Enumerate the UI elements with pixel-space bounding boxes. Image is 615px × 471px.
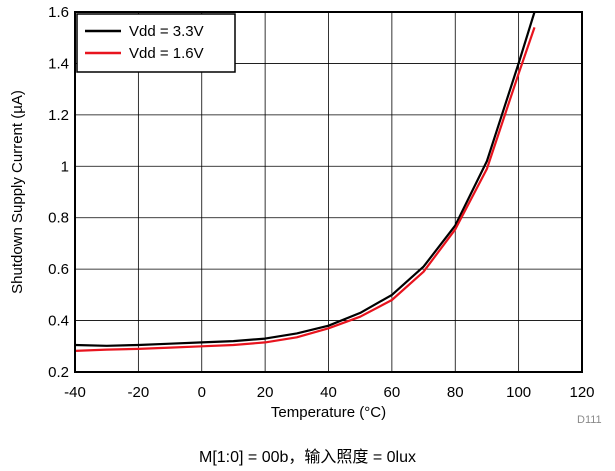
y-tick-label: 1 [61, 158, 69, 175]
legend-label: Vdd = 1.6V [129, 45, 204, 62]
y-tick-labels: 0.2 0.4 0.6 0.8 1 1.2 1.4 1.6 [48, 4, 69, 381]
x-tick-labels: -40 -20 0 20 40 60 80 100 120 [64, 384, 594, 401]
y-tick-label: 1.4 [48, 55, 69, 72]
x-tick-label: -40 [64, 384, 86, 401]
y-tick-label: 1.6 [48, 4, 69, 21]
x-tick-label: 120 [569, 384, 594, 401]
y-tick-label: 0.4 [48, 313, 69, 330]
x-tick-label: 20 [257, 384, 274, 401]
series-line [75, 27, 536, 352]
series-layer [75, 12, 536, 352]
x-tick-label: 40 [320, 384, 337, 401]
y-tick-label: 0.6 [48, 261, 69, 278]
y-tick-label: 0.8 [48, 210, 69, 227]
x-tick-label: 80 [447, 384, 464, 401]
grid-lines [75, 12, 582, 372]
legend-label: Vdd = 3.3V [129, 23, 204, 40]
y-axis-title: Shutdown Supply Current (µA) [9, 90, 26, 294]
x-tick-label: -20 [128, 384, 150, 401]
y-tick-label: 0.2 [48, 364, 69, 381]
legend-box [76, 13, 236, 73]
x-axis-title: Temperature (°C) [271, 404, 386, 421]
x-tick-label: 0 [198, 384, 206, 401]
figure-caption: M[1:0] = 00b，输入照度 = 0lux [199, 449, 416, 466]
legend: Vdd = 3.3V Vdd = 1.6V [76, 13, 236, 73]
series-line [75, 12, 536, 347]
x-tick-label: 60 [384, 384, 401, 401]
figure-id: D111 [577, 414, 602, 426]
plot-frame [74, 11, 583, 373]
x-tick-label: 100 [506, 384, 531, 401]
y-tick-label: 1.2 [48, 107, 69, 124]
